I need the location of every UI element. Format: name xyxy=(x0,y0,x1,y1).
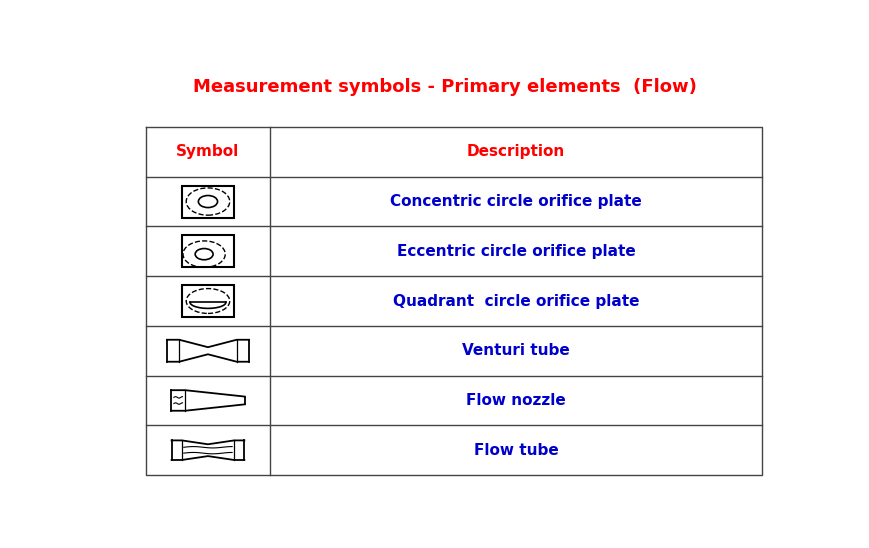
Text: Venturi tube: Venturi tube xyxy=(462,343,570,358)
Text: Eccentric circle orifice plate: Eccentric circle orifice plate xyxy=(397,244,635,259)
Text: Symbol: Symbol xyxy=(176,144,240,159)
Text: Measurement symbols - Primary elements  (Flow): Measurement symbols - Primary elements (… xyxy=(194,78,697,96)
Text: Flow tube: Flow tube xyxy=(474,443,559,458)
Text: Description: Description xyxy=(467,144,565,159)
Text: Quadrant  circle orifice plate: Quadrant circle orifice plate xyxy=(393,294,640,309)
Text: Concentric circle orifice plate: Concentric circle orifice plate xyxy=(390,194,642,209)
Text: Flow nozzle: Flow nozzle xyxy=(466,393,566,408)
